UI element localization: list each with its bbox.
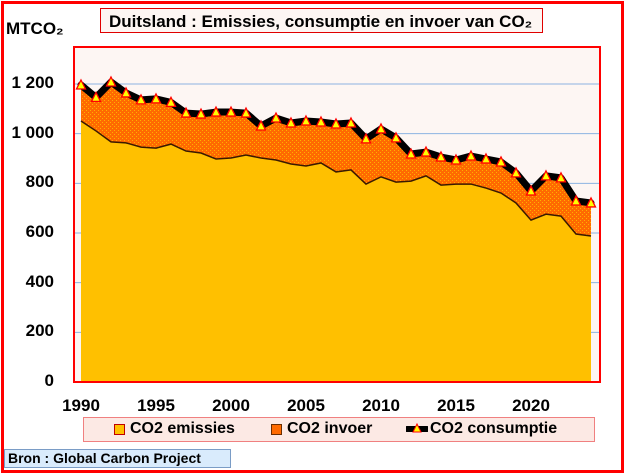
y-axis-unit-label: MTCO₂	[6, 19, 64, 38]
consumptie-marker	[540, 169, 552, 181]
y-tick-label: 1 000	[11, 122, 54, 142]
x-tick-label: 2015	[437, 396, 475, 415]
legend-swatch-invoer	[271, 423, 282, 435]
legend-swatch-consumptie	[406, 423, 428, 433]
consumptie-marker	[225, 105, 237, 117]
consumptie-marker	[90, 90, 102, 103]
x-tick-label: 1995	[137, 396, 175, 415]
legend: CO2 emissies CO2 invoer CO2 consumptie	[83, 417, 595, 442]
consumptie-marker	[330, 117, 342, 129]
consumptie-marker	[570, 194, 582, 206]
consumptie-marker	[195, 107, 207, 119]
x-tick-label: 2000	[212, 396, 250, 415]
legend-item-consumptie: CO2 consumptie	[406, 420, 557, 438]
consumptie-marker	[465, 149, 477, 161]
consumptie-marker	[480, 152, 492, 164]
consumptie-marker	[150, 92, 162, 104]
y-tick-label: 0	[44, 371, 54, 390]
consumptie-marker	[120, 86, 132, 98]
y-tick-label: 1 200	[11, 73, 54, 92]
source-label: Bron : Global Carbon Project	[4, 449, 231, 468]
consumptie-marker	[585, 196, 597, 208]
consumptie-marker	[210, 105, 222, 117]
chart-title: Duitsland : Emissies, consumptie en invo…	[100, 8, 543, 33]
consumptie-marker	[360, 132, 372, 144]
consumptie-marker	[255, 119, 267, 131]
consumptie-marker	[300, 114, 312, 126]
consumptie-marker	[375, 122, 387, 134]
consumptie-marker	[105, 75, 117, 87]
plot-border	[73, 46, 601, 383]
chart-title-text: Duitsland : Emissies, consumptie en invo…	[109, 12, 533, 31]
consumptie-marker	[270, 111, 282, 123]
consumptie-marker	[450, 153, 462, 165]
legend-label-emissies: CO2 emissies	[130, 420, 235, 437]
consumptie-marker	[75, 78, 87, 90]
consumptie-marker	[420, 145, 432, 157]
consumptie-marker	[390, 131, 402, 143]
consumptie-marker	[525, 184, 537, 196]
consumptie-marker	[165, 95, 177, 108]
y-tick-label: 800	[25, 172, 54, 192]
consumptie-marker	[315, 115, 327, 127]
consumptie-marker	[135, 93, 147, 105]
consumptie-marker	[495, 155, 507, 167]
legend-item-emissies: CO2 emissies	[114, 420, 235, 438]
legend-swatch-emissies	[114, 423, 125, 435]
consumptie-marker	[180, 106, 192, 118]
y-tick-label: 200	[25, 321, 54, 341]
series-invoer-area	[81, 82, 591, 236]
consumptie-marker	[555, 171, 567, 183]
consumptie-marker	[345, 116, 357, 128]
legend-label-invoer: CO2 invoer	[287, 420, 373, 437]
y-tick-label: 600	[25, 222, 54, 241]
series-consumptie-markers	[75, 75, 597, 208]
y-tick-label: 400	[25, 271, 54, 291]
consumptie-marker	[285, 116, 297, 128]
consumptie-marker	[405, 147, 417, 159]
x-tick-label: 2010	[362, 396, 400, 415]
x-tick-label: 2020	[512, 396, 550, 415]
x-tick-label: 2005	[287, 396, 325, 415]
consumptie-marker	[510, 166, 522, 178]
legend-item-invoer: CO2 invoer	[271, 420, 372, 438]
legend-label-consumptie: CO2 consumptie	[430, 420, 558, 437]
series-emissies-area	[81, 121, 591, 383]
consumptie-marker	[240, 106, 252, 118]
x-tick-label: 1990	[62, 396, 100, 415]
consumptie-marker	[435, 150, 447, 162]
series-emissies-line	[80, 120, 592, 237]
